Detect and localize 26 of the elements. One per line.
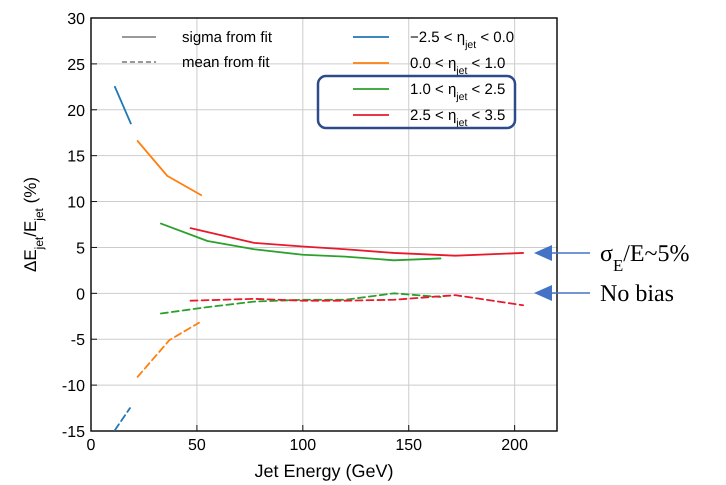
line-series [190,227,524,257]
y-tick-label: 5 [76,240,86,258]
y-tick-label: 30 [67,11,86,28]
x-tick-label: 50 [188,437,206,454]
y-tick-label: 25 [67,56,86,74]
line-series [160,292,442,314]
annotation: mean from fit [182,54,270,71]
x-tick-label: 150 [395,437,422,454]
y-tick-label: 15 [67,148,86,166]
line-series [190,294,524,306]
x-tick-label: 200 [501,437,528,454]
line-series [160,222,442,262]
legend-label: 1.0 < η$_{jet}$ < 2.5 [410,81,506,103]
x-axis-title: Jet Energy (GeV) [254,461,394,481]
annotation: sigma from fit [182,29,273,46]
y-tick-label: -5 [70,332,86,350]
y-tick-label: 20 [67,102,86,120]
text: σ$_{E}$/E~5% [600,241,690,274]
legend-label: −2.5 < η$_{jet}$ < 0.0 [410,29,514,51]
y-tick-label: -15 [62,424,86,441]
text: No bias [600,281,674,307]
x-tick-label: 0 [86,437,96,454]
x-tick-label: 100 [289,437,316,454]
y-tick-label: 0 [76,286,86,304]
y-tick-label: 10 [67,194,86,212]
y-tick-label: -10 [62,378,86,396]
